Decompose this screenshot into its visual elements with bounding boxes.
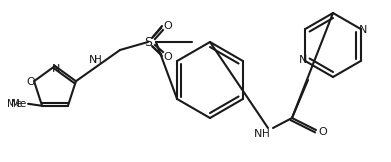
Text: O: O xyxy=(163,21,172,31)
Text: N: N xyxy=(254,129,262,139)
Text: Me: Me xyxy=(7,99,22,109)
Text: N: N xyxy=(359,25,367,35)
Text: H: H xyxy=(94,55,102,65)
Text: S: S xyxy=(144,35,152,48)
Text: N: N xyxy=(299,55,307,65)
Text: Me: Me xyxy=(11,99,26,109)
Text: O: O xyxy=(27,77,36,87)
Text: H: H xyxy=(262,129,270,139)
Text: N: N xyxy=(52,64,60,74)
Text: N: N xyxy=(89,55,97,65)
Text: O: O xyxy=(319,127,327,137)
Text: O: O xyxy=(163,52,172,62)
